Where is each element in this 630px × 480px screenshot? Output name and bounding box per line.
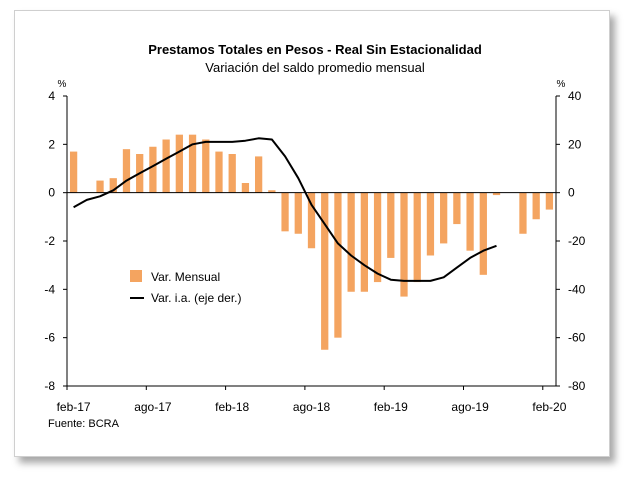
- bar: [307, 192, 316, 249]
- chart-source: Fuente: BCRA: [48, 418, 120, 430]
- legend-label-line: Var. i.a. (eje der.): [151, 291, 242, 305]
- right-tick-label: 0: [568, 186, 575, 200]
- left-axis-unit: %: [58, 79, 67, 90]
- bar: [255, 156, 263, 193]
- bar: [228, 154, 236, 193]
- bar: [175, 134, 183, 193]
- chart-title: Prestamos Totales en Pesos - Real Sin Es…: [148, 42, 482, 57]
- bar: [387, 192, 395, 258]
- bar: [413, 192, 421, 283]
- bar: [281, 192, 289, 232]
- bar: [188, 134, 197, 193]
- right-tick-label: -40: [568, 282, 586, 296]
- chart-subtitle: Variación del saldo promedio mensual: [205, 60, 425, 75]
- left-tick-label: -6: [44, 331, 55, 345]
- left-tick-label: 2: [48, 137, 55, 151]
- x-tick-label: feb-17: [57, 400, 91, 414]
- bar: [360, 192, 368, 292]
- bar: [492, 192, 501, 196]
- legend-swatch-bar: [130, 270, 142, 282]
- left-tick-label: -2: [44, 234, 55, 248]
- bar: [334, 192, 342, 338]
- bar: [69, 151, 78, 193]
- right-axis-unit: %: [557, 79, 566, 90]
- x-tick-label: feb-20: [532, 400, 566, 414]
- x-tick-label: ago-17: [134, 400, 172, 414]
- bar: [545, 192, 554, 210]
- series-line-var-ia: [73, 137, 497, 282]
- bar: [519, 192, 527, 234]
- bar: [347, 192, 355, 292]
- x-tick-label: ago-18: [293, 400, 331, 414]
- left-tick-label: 0: [48, 186, 55, 200]
- bar: [479, 192, 487, 275]
- bar: [149, 146, 157, 193]
- bar: [532, 192, 540, 220]
- bar: [373, 192, 382, 283]
- right-tick-label: -80: [568, 379, 586, 393]
- right-tick-label: -20: [568, 234, 586, 248]
- left-tick-label: 4: [48, 89, 55, 103]
- bar: [109, 178, 117, 193]
- right-tick-label: 20: [568, 137, 582, 151]
- bar: [241, 183, 250, 193]
- legend-label-bar: Var. Mensual: [151, 270, 220, 284]
- bar: [321, 192, 329, 350]
- x-tick-label: ago-19: [451, 400, 489, 414]
- left-tick-label: -4: [44, 282, 55, 296]
- x-tick-label: feb-19: [374, 400, 408, 414]
- right-tick-label: -60: [568, 331, 586, 345]
- bar: [294, 192, 302, 234]
- bar: [440, 192, 448, 244]
- bar: [400, 192, 408, 297]
- bar: [96, 180, 104, 193]
- x-tick-label: feb-18: [215, 400, 249, 414]
- bar: [162, 139, 170, 193]
- bar: [122, 149, 131, 193]
- right-tick-label: 40: [568, 89, 582, 103]
- bar: [202, 139, 210, 193]
- bar: [268, 190, 276, 193]
- bar: [466, 192, 474, 251]
- bar: [215, 151, 223, 193]
- left-tick-label: -8: [44, 379, 55, 393]
- bar: [426, 192, 435, 256]
- bar: [453, 192, 461, 225]
